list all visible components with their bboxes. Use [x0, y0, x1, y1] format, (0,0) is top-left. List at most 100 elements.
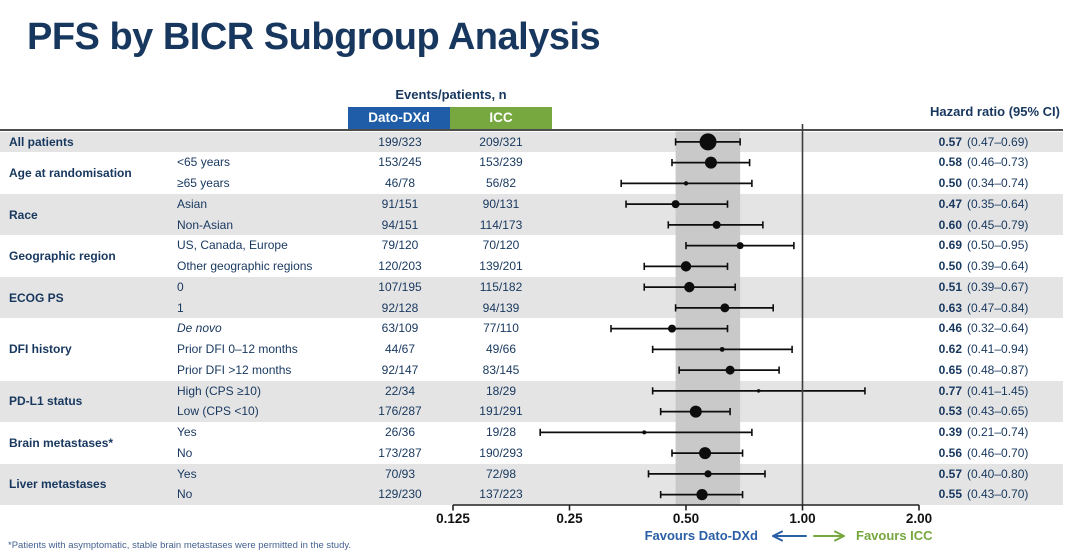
hr-marker	[683, 181, 689, 186]
events-cell-dato: 107/195	[378, 279, 422, 294]
reference-band	[675, 131, 741, 505]
hr-ci: (0.46–0.70)	[967, 445, 1029, 460]
hr-marker	[756, 389, 761, 393]
hr-value: 0.39	[938, 425, 962, 439]
hr-value: 0.60	[938, 217, 962, 232]
events-cell-icc: 94/139	[482, 300, 520, 315]
events-patients-header: Events/patients, n	[395, 87, 507, 102]
hr-value: 0.50	[938, 259, 962, 273]
subgroup-label: ≥65 years	[177, 176, 230, 190]
hr-marker	[720, 303, 730, 313]
hr-ci: (0.39–0.67)	[967, 279, 1029, 294]
hazard-ratio-header: Hazard ratio (95% CI)	[929, 104, 1060, 119]
events-cell-icc: 70/120	[482, 238, 520, 253]
hr-marker	[667, 324, 676, 333]
hr-ci: (0.35–0.64)	[967, 196, 1029, 211]
subgroup-label: Other geographic regions	[177, 259, 313, 273]
events-cell-icc: 90/131	[482, 196, 520, 211]
subgroup-label: No	[177, 487, 193, 502]
hr-ci: (0.32–0.64)	[967, 321, 1029, 336]
favours-icc-arrow-icon	[813, 530, 845, 542]
events-cell-dato: 26/36	[384, 425, 416, 439]
events-cell-icc: 72/98	[485, 466, 517, 481]
hr-ci: (0.50–0.95)	[967, 238, 1029, 253]
hr-value: 0.57	[938, 134, 962, 149]
x-axis-tick-label: 0.25	[556, 511, 583, 526]
favours-icc-label: Favours ICC	[856, 528, 933, 543]
events-cell-icc: 18/29	[485, 383, 517, 398]
group-label: PD-L1 status	[9, 394, 83, 409]
events-cell-icc: 83/145	[482, 362, 520, 377]
events-cell-dato: 92/147	[381, 362, 419, 377]
events-cell-icc: 115/182	[479, 279, 523, 294]
hr-marker	[736, 242, 744, 250]
events-cell-dato: 153/245	[378, 155, 422, 170]
hr-marker	[719, 346, 725, 352]
hr-ci: (0.46–0.73)	[967, 155, 1029, 170]
group-label: Geographic region	[9, 249, 116, 263]
hr-ci: (0.39–0.64)	[967, 259, 1029, 273]
hr-marker	[671, 200, 680, 209]
favours-dato-arrow-icon	[772, 530, 807, 542]
events-cell-dato: 199/323	[378, 134, 422, 149]
subgroup-label: Prior DFI >12 months	[177, 362, 292, 377]
events-cell-dato: 92/128	[381, 300, 419, 315]
events-cell-dato: 22/34	[384, 383, 416, 398]
hr-marker	[704, 470, 712, 478]
events-cell-dato: 46/78	[384, 176, 416, 190]
hr-value: 0.58	[938, 155, 962, 170]
group-label: All patients	[9, 134, 74, 149]
subgroup-label: Low (CPS <10)	[177, 404, 259, 419]
x-axis-tick-label: 0.125	[436, 511, 470, 526]
hr-value: 0.69	[938, 238, 962, 253]
group-label: Brain metastases*	[9, 435, 114, 450]
events-cell-icc: 49/66	[485, 342, 517, 356]
group-label: Age at randomisation	[9, 166, 132, 180]
hr-value: 0.62	[938, 342, 962, 356]
subgroup-label: Non-Asian	[177, 217, 234, 232]
events-cell-dato: 94/151	[381, 217, 419, 232]
header-divider	[0, 129, 1063, 131]
events-cell-dato: 79/120	[381, 238, 419, 253]
hr-marker	[680, 261, 692, 272]
events-cell-dato: 120/203	[378, 259, 422, 273]
hr-value: 0.51	[938, 279, 962, 294]
hr-value: 0.57	[938, 466, 962, 481]
events-cell-icc: 137/223	[479, 487, 523, 502]
events-cell-icc: 56/82	[485, 176, 517, 190]
events-cell-icc: 77/110	[483, 321, 519, 336]
group-label: Liver metastases	[9, 477, 107, 492]
events-cell-icc: 139/201	[479, 259, 523, 273]
events-cell-icc: 114/173	[479, 217, 523, 232]
x-axis-tick-label: 2.00	[905, 511, 933, 526]
group-shade	[0, 131, 1063, 153]
events-cell-icc: 153/239	[479, 155, 523, 170]
subgroup-label: US, Canada, Europe	[177, 238, 288, 253]
subgroup-label: Yes	[177, 466, 197, 481]
hr-ci: (0.47–0.84)	[967, 300, 1029, 315]
subgroup-label: <65 years	[177, 155, 231, 170]
events-cell-dato: 173/287	[378, 445, 422, 460]
subgroup-label: De novo	[177, 321, 222, 336]
subgroup-label: Asian	[177, 196, 208, 211]
favours-dato-label: Favours Dato-DXd	[644, 528, 758, 543]
group-label: Race	[9, 207, 38, 222]
subgroup-label: High (CPS ≥10)	[177, 383, 261, 398]
events-cell-dato: 63/109	[381, 321, 419, 336]
events-cell-dato: 44/67	[384, 342, 416, 356]
x-axis-tick-label: 1.00	[789, 511, 816, 526]
group-shade	[0, 193, 1063, 236]
hr-marker	[704, 156, 717, 169]
events-cell-icc: 209/321	[479, 134, 523, 149]
hr-marker	[684, 281, 695, 293]
page-title: PFS by BICR Subgroup Analysis	[27, 16, 601, 58]
events-cell-icc: 190/293	[479, 445, 523, 460]
hr-value: 0.50	[938, 176, 962, 190]
group-shade	[0, 276, 1063, 319]
arm-icc-header: ICC	[450, 107, 552, 129]
hr-marker	[712, 220, 721, 229]
hr-ci: (0.43–0.70)	[967, 487, 1029, 502]
footnote: *Patients with asymptomatic, stable brai…	[8, 540, 352, 551]
